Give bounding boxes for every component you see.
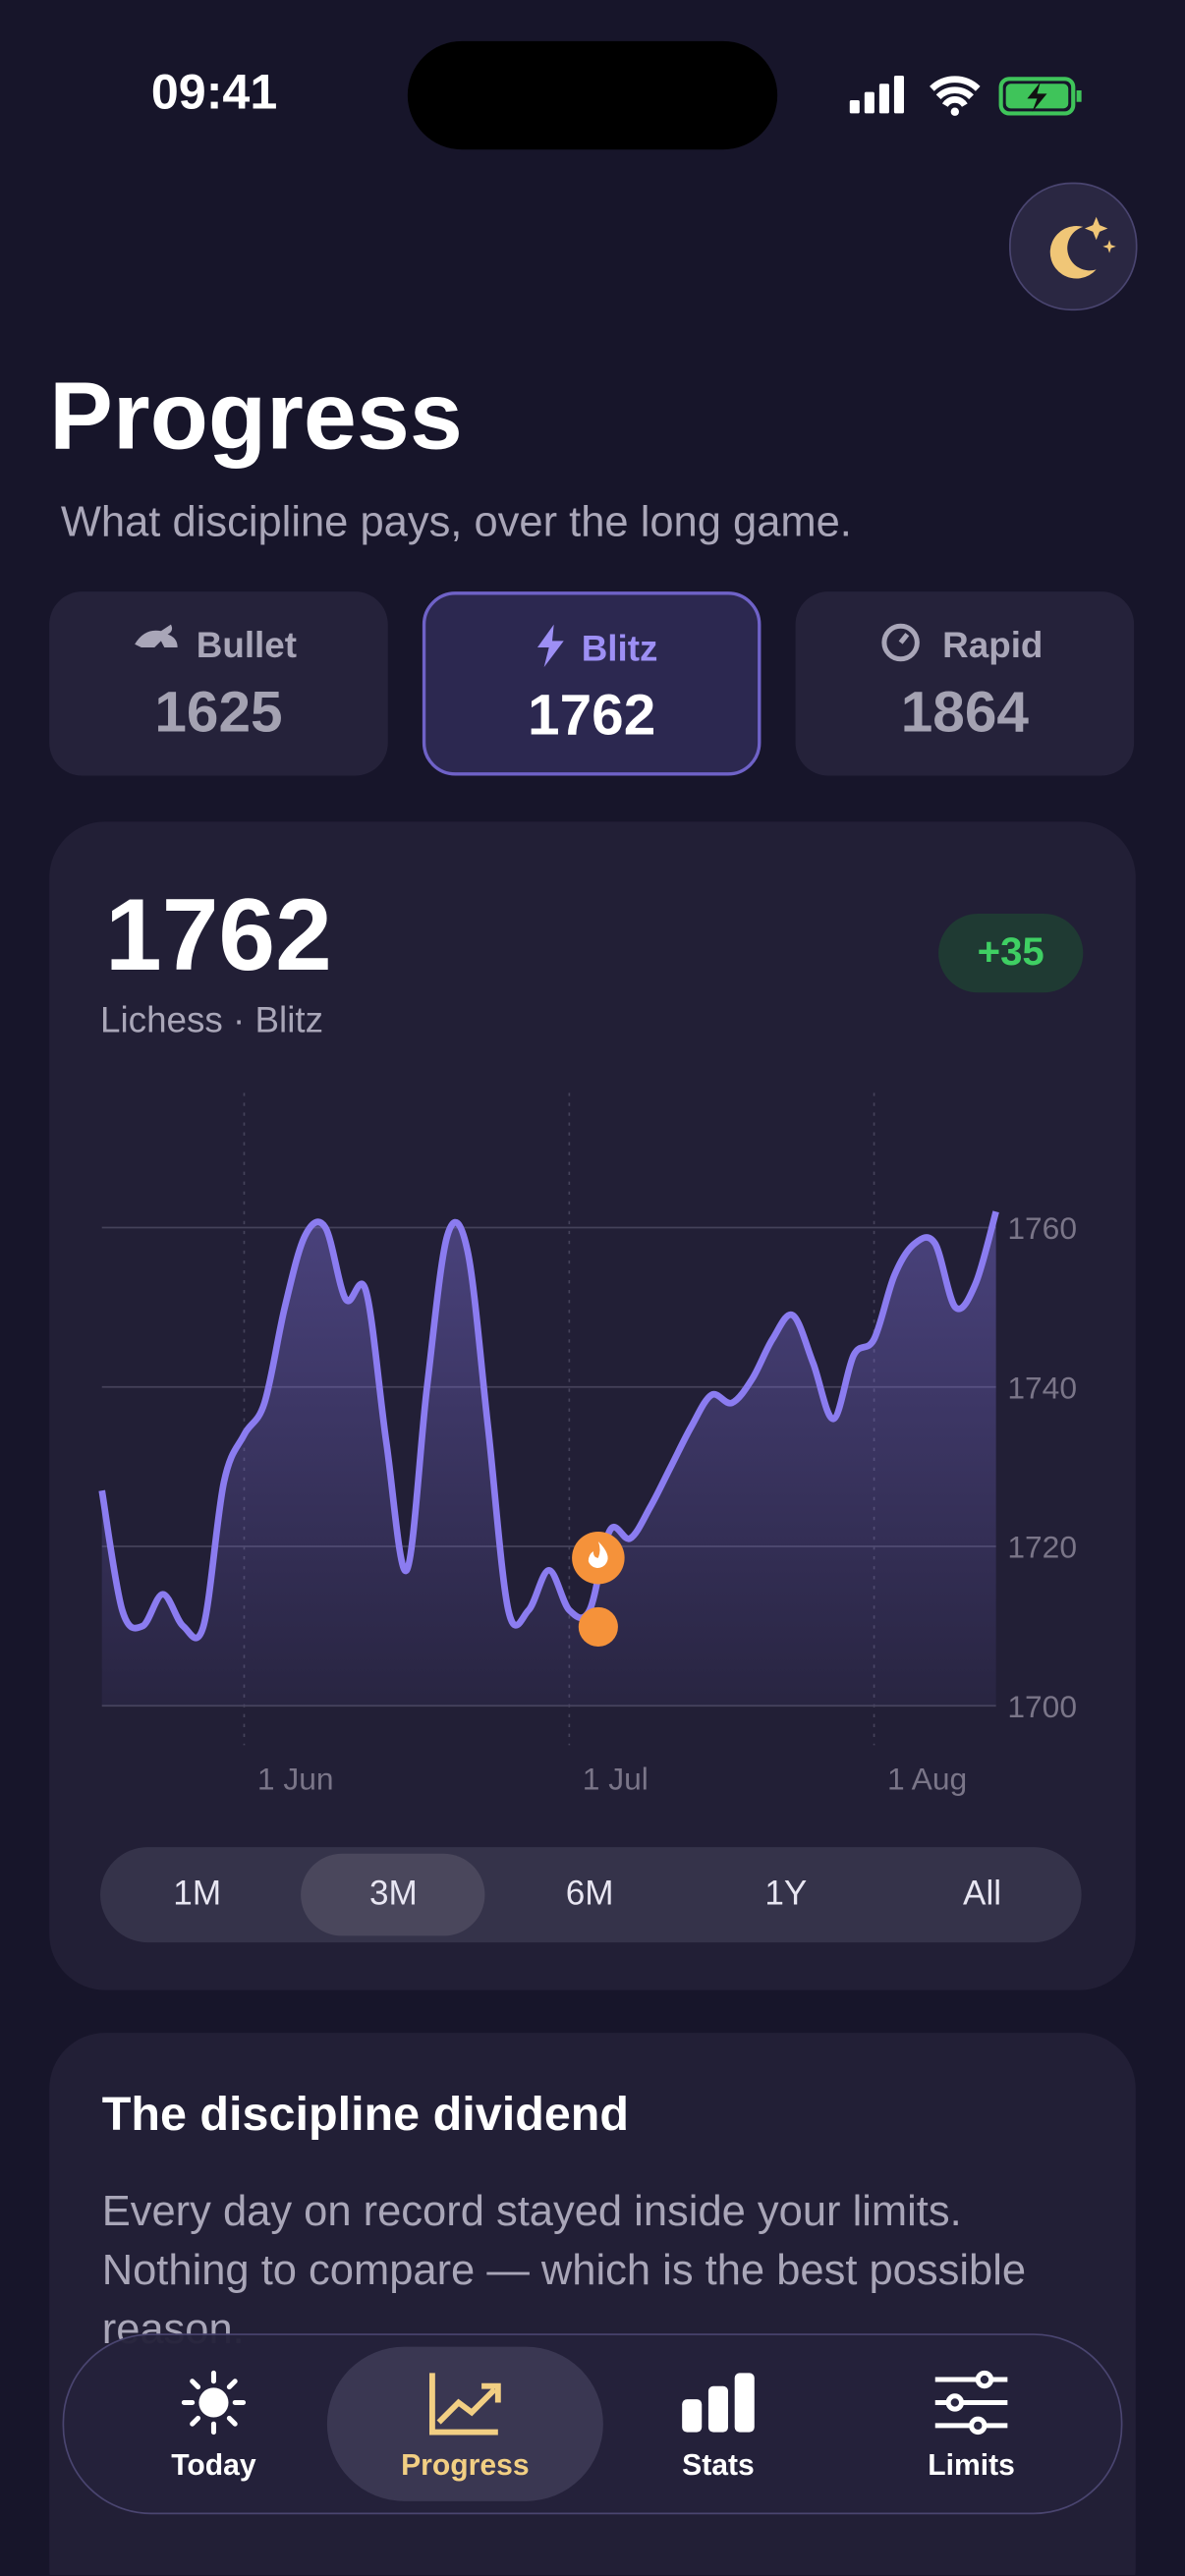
tab-icon	[934, 2370, 1008, 2436]
period-button[interactable]: All	[963, 1875, 1002, 1913]
period-button[interactable]: 3M	[301, 1853, 486, 1936]
x-tick-label: 1 Jul	[583, 1762, 649, 1797]
event-dot	[578, 1606, 618, 1648]
mode-icon	[536, 624, 564, 668]
mode-name: Bullet	[196, 624, 298, 666]
rating-change: +35	[938, 914, 1084, 993]
chart: 1700 1720 1740 1760 1 Jun 1 Jul 1 Aug	[98, 1092, 1077, 1797]
tab-icon	[428, 2373, 501, 2436]
subtitle: What discipline pays, over the long game…	[60, 496, 852, 546]
mode-tab[interactable]: Rapid 1864	[795, 591, 1135, 776]
discipline-body: Every day on record stayed inside your l…	[101, 2185, 1027, 2354]
y-tick-label: 1700	[1007, 1689, 1077, 1724]
tab-bar-item[interactable]: Limits	[833, 2347, 1109, 2501]
tab-icon	[682, 2373, 755, 2433]
area	[101, 1211, 996, 1707]
mode-icon	[135, 624, 178, 648]
x-tick-label: 1 Aug	[887, 1762, 967, 1797]
tab-bar-item[interactable]: Today	[76, 2347, 352, 2501]
period-button[interactable]: 6M	[565, 1875, 614, 1913]
period-button[interactable]: 1M	[173, 1875, 222, 1913]
discipline-title: The discipline dividend	[101, 2088, 630, 2142]
status-icons	[849, 75, 1082, 116]
mode-tab[interactable]: Bullet 1625	[49, 591, 388, 776]
mode-name: Blitz	[581, 627, 658, 669]
time: 09:41	[150, 65, 278, 121]
y-tick-label: 1760	[1007, 1210, 1077, 1246]
current-rating: 1762	[105, 878, 332, 993]
x-tick-label: 1 Jun	[257, 1762, 334, 1797]
tab-label: Stats	[682, 2448, 755, 2482]
period-selector	[100, 1847, 1082, 1943]
mode-rating: 1762	[528, 683, 656, 749]
mode-rating: 1625	[154, 680, 283, 745]
tab-icon	[181, 2370, 247, 2436]
line	[98, 1210, 999, 1642]
mode-name: Rapid	[942, 624, 1044, 666]
theme-toggle[interactable]	[1009, 182, 1138, 311]
mode-tab[interactable]: Blitz 1762	[422, 591, 762, 776]
flame-icon	[588, 1540, 608, 1569]
y-tick-label: 1720	[1007, 1530, 1077, 1565]
mode-icon	[881, 623, 920, 662]
tab-bar-item[interactable]: Stats	[580, 2347, 856, 2501]
tab-label: Progress	[401, 2448, 530, 2482]
chart-card: 1762 +35 Lichess · Blitz	[49, 821, 1136, 1990]
tab-bar-item[interactable]: Progress	[326, 2346, 603, 2501]
tab-label: Today	[171, 2448, 256, 2482]
y-tick-label: 1740	[1007, 1370, 1077, 1405]
mode-rating: 1864	[900, 680, 1029, 745]
period-button[interactable]: 1Y	[764, 1875, 808, 1913]
tab-label: Limits	[928, 2448, 1015, 2482]
moon-icon	[1049, 216, 1116, 279]
rating-source: Lichess · Blitz	[100, 998, 324, 1040]
dynamic-island	[407, 40, 778, 150]
page-title: Progress	[49, 363, 463, 471]
